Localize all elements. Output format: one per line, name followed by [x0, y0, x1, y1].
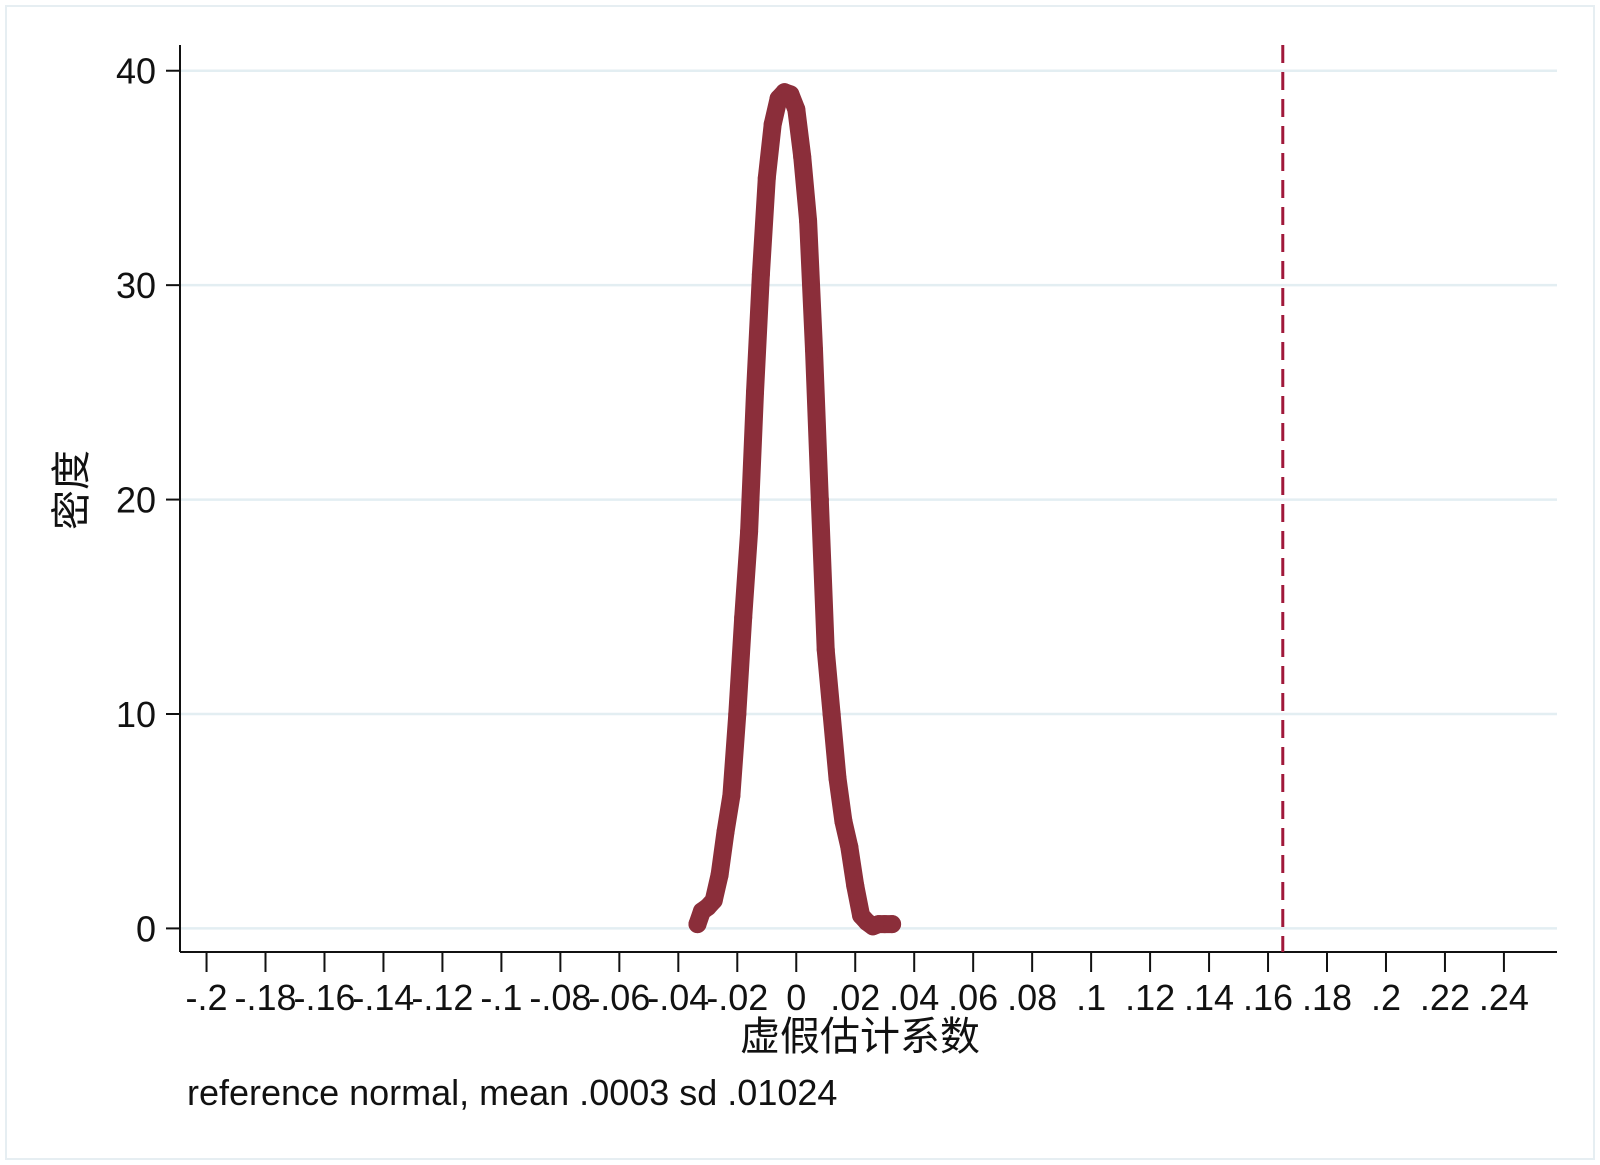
y-tick-label-3: 30 — [116, 265, 156, 306]
x-tick-label-7: -.06 — [588, 977, 650, 1018]
density-point-9 — [740, 522, 759, 541]
x-tick-label-14: .08 — [1007, 977, 1057, 1018]
density-point-3 — [704, 891, 723, 910]
density-point-20 — [804, 340, 823, 359]
series-group — [688, 83, 902, 936]
x-tick-label-20: .2 — [1371, 977, 1401, 1018]
x-tick-label-8: -.04 — [647, 977, 709, 1018]
x-tick-label-5: -.1 — [480, 977, 522, 1018]
y-tick-label-4: 40 — [116, 51, 156, 92]
density-point-19 — [799, 211, 818, 230]
x-tick-label-2: -.16 — [293, 977, 355, 1018]
density-point-7 — [728, 704, 747, 723]
x-tick-label-4: -.12 — [411, 977, 473, 1018]
x-tick-label-11: .02 — [830, 977, 880, 1018]
density-point-8 — [734, 608, 753, 627]
y-axis-ticks: 0 10 20 30 40 — [116, 51, 180, 949]
x-tick-label-22: .24 — [1479, 977, 1529, 1018]
x-axis-ticks: -.2 -.18-.16-.14-.12 -.1 -.08-.06-.04-.02 0.… — [186, 952, 1529, 1018]
x-tick-label-18: .16 — [1243, 977, 1293, 1018]
x-tick-label-9: -.02 — [706, 977, 768, 1018]
x-tick-label-13: .06 — [948, 977, 998, 1018]
x-tick-label-17: .14 — [1184, 977, 1234, 1018]
density-point-26 — [840, 837, 859, 856]
x-tick-label-19: .18 — [1302, 977, 1352, 1018]
density-point-11 — [751, 265, 770, 284]
x-tick-label-15: .1 — [1076, 977, 1106, 1018]
density-point-6 — [722, 786, 741, 805]
x-axis-label: 虚假估计系数 — [740, 1015, 980, 1059]
y-tick-label-2: 20 — [116, 480, 156, 521]
density-point-21 — [810, 490, 829, 509]
density-point-18 — [793, 147, 812, 166]
chart-note: reference normal, mean .0003 sd .01024 — [187, 1072, 837, 1113]
density-point-27 — [846, 876, 865, 895]
x-tick-label-6: -.08 — [529, 977, 591, 1018]
x-tick-label-1: -.18 — [234, 977, 296, 1018]
y-tick-label-1: 10 — [116, 694, 156, 735]
x-tick-label-21: .22 — [1420, 977, 1470, 1018]
density-point-33 — [883, 915, 902, 934]
density-point-16 — [781, 85, 800, 104]
density-point-22 — [816, 640, 835, 659]
density-point-25 — [834, 812, 853, 831]
x-tick-label-10: 0 — [786, 977, 806, 1018]
density-point-4 — [710, 865, 729, 884]
density-point-13 — [763, 115, 782, 134]
x-tick-label-0: -.2 — [186, 977, 228, 1018]
density-point-10 — [745, 383, 764, 402]
density-point-17 — [787, 100, 806, 119]
gridlines — [180, 69, 1557, 930]
x-tick-label-16: .12 — [1125, 977, 1175, 1018]
density-point-23 — [822, 704, 841, 723]
x-tick-label-12: .04 — [889, 977, 939, 1018]
x-tick-label-3: -.14 — [352, 977, 414, 1018]
y-axis-label: 密度 — [50, 450, 94, 530]
y-tick-label-0: 0 — [136, 908, 156, 949]
density-point-5 — [716, 822, 735, 841]
density-point-24 — [828, 769, 847, 788]
density-point-12 — [757, 168, 776, 187]
